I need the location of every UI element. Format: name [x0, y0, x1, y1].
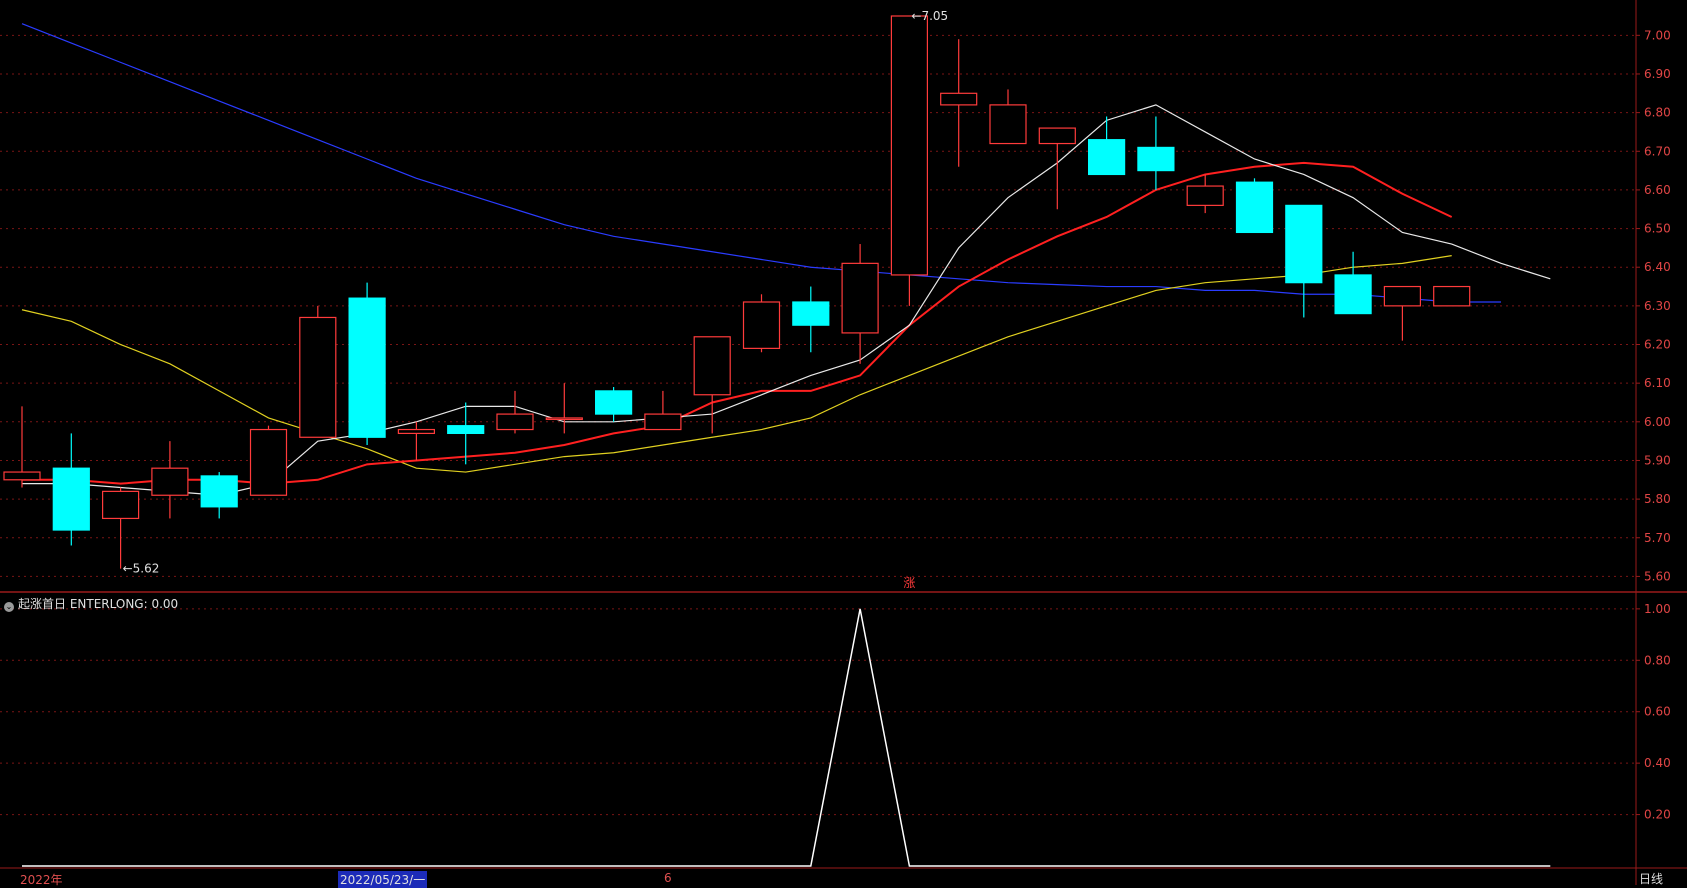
candle-body: [1137, 146, 1175, 172]
price-tick-label: 6.40: [1644, 260, 1671, 274]
indicator-tick-label: 1.00: [1644, 602, 1671, 616]
candle-body: [1433, 285, 1471, 307]
price-tick-label: 5.80: [1644, 492, 1671, 506]
price-tick-label: 6.00: [1644, 415, 1671, 429]
period-selector[interactable]: 日线: [1638, 872, 1663, 886]
selected-date[interactable]: 2022/05/23/一: [338, 871, 428, 888]
chevron-down-icon[interactable]: ⌄: [4, 602, 14, 612]
price-tick-label: 5.60: [1644, 569, 1671, 583]
price-tick-label: 5.90: [1644, 453, 1671, 467]
candle-body: [1087, 139, 1126, 176]
price-tick-label: 6.10: [1644, 376, 1671, 390]
indicator-tick-label: 0.60: [1644, 705, 1671, 719]
indicator-title[interactable]: ⌄ 起涨首日 ENTERLONG: 0.00: [4, 595, 178, 612]
price-tick-label: 6.30: [1644, 299, 1671, 313]
indicator-chart: [22, 608, 1551, 867]
candle-body: [1285, 204, 1323, 284]
enterlong-line: [22, 608, 1551, 867]
candle-body: [397, 428, 435, 435]
candle-body: [348, 297, 386, 438]
candle-body: [1383, 285, 1422, 307]
price-tick-label: 6.90: [1644, 67, 1671, 81]
candle-body: [644, 413, 682, 431]
price-annotation: ←7.05: [911, 9, 948, 23]
grid-lines: [0, 34, 1636, 816]
price-tick-label: 6.70: [1644, 144, 1671, 158]
price-tick-label: 7.00: [1644, 28, 1671, 42]
ma20-line: [21, 255, 1452, 473]
candle-body: [594, 390, 633, 415]
price-annotations: ←7.05 ←5.62 涨: [123, 9, 949, 590]
candle-body: [1235, 181, 1274, 234]
candle-body: [200, 475, 238, 508]
candlesticks: [3, 15, 1471, 569]
price-tick-label: 6.60: [1644, 183, 1671, 197]
candle-body: [151, 467, 189, 496]
indicator-tick-label: 0.40: [1644, 756, 1671, 770]
price-tick-label: 6.20: [1644, 338, 1671, 352]
candle-body: [1038, 127, 1076, 145]
rise-marker: 涨: [903, 575, 915, 590]
candle-body: [3, 471, 41, 481]
price-annotation: ←5.62: [123, 562, 160, 576]
candle-body: [496, 413, 534, 431]
candle-body: [693, 336, 731, 396]
price-tick-label: 5.70: [1644, 531, 1671, 545]
price-tick-label: 6.50: [1644, 222, 1671, 236]
candle-body: [940, 92, 978, 106]
price-axis: 7.00 6.90 6.80 6.70 6.60 6.50 6.40 6.30 6.20 6.10…: [1636, 28, 1671, 822]
year-label: 2022年: [20, 873, 63, 887]
candle-body: [249, 428, 288, 496]
candle-body: [1334, 274, 1372, 315]
candle-body: [545, 417, 583, 421]
candle-body: [841, 262, 879, 334]
candle-body: [890, 15, 929, 276]
candle-body: [299, 316, 337, 438]
month-tick: 6: [664, 871, 672, 885]
candle-body: [447, 425, 485, 435]
indicator-tick-label: 0.20: [1644, 808, 1671, 822]
indicator-title-text: 起涨首日 ENTERLONG: 0.00: [18, 597, 179, 611]
candle-body: [792, 301, 830, 326]
candle-body: [52, 467, 90, 531]
candle-body: [742, 301, 781, 349]
candle-body: [989, 104, 1027, 145]
candle-body: [101, 490, 140, 520]
ma60-line: [21, 23, 1501, 303]
price-tick-label: 6.80: [1644, 106, 1671, 120]
candle-body: [1186, 185, 1224, 206]
indicator-tick-label: 0.80: [1644, 653, 1671, 667]
